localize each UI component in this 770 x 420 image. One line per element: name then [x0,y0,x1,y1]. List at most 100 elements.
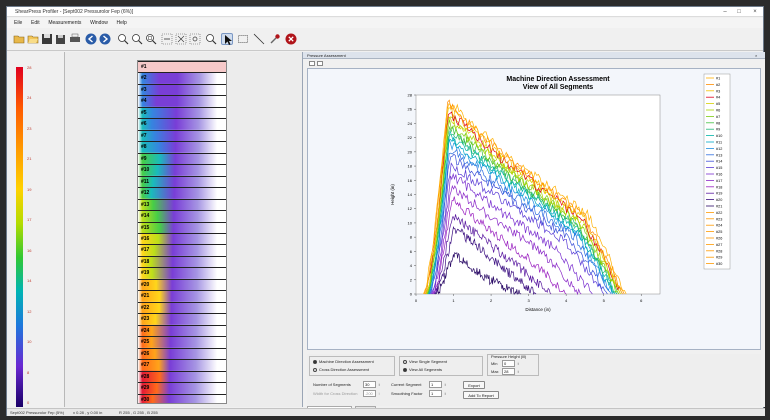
minimize-button[interactable]: – [723,9,727,15]
view-all-segments-radio[interactable]: View All Segments [403,367,442,372]
legend-label: #28 [716,249,722,253]
pressure-assessment-panel: Pressure Assessment × Machine Direction … [303,52,765,407]
segment-row[interactable]: #30 [138,393,226,403]
segment-row[interactable]: #5 [138,106,226,118]
zoom-in-icon[interactable] [117,33,129,45]
x-tick-label: 0 [415,298,418,303]
strip-segment-fill [138,233,226,245]
fit-all-icon[interactable] [175,33,187,45]
legend-label: #20 [716,198,722,202]
width-cross-input[interactable]: .200 [363,390,376,397]
legend-label: #13 [716,153,722,157]
machine-direction-radio[interactable]: Machine Direction Assessment [313,359,374,364]
strip-segment-fill [138,393,226,403]
segment-row[interactable]: #28 [138,370,226,382]
select-arrow-icon[interactable] [221,33,233,45]
segment-row[interactable]: #4 [138,95,226,106]
num-segments-spinner[interactable]: ↕ [378,382,380,387]
legend-label: #19 [716,192,722,196]
segment-row[interactable]: #26 [138,347,226,359]
panel-title: Pressure Assessment [307,53,346,58]
view-single-segment-radio[interactable]: View Single Segment [403,359,447,364]
menu-measurements[interactable]: Measurements [48,20,82,26]
back-icon[interactable] [85,33,97,45]
segment-row[interactable]: #14 [138,210,226,221]
segment-row[interactable]: #25 [138,336,226,347]
segment-row[interactable]: #2 [138,72,226,83]
maximize-button[interactable]: □ [737,9,741,15]
line-tool-icon[interactable] [253,33,265,45]
forward-icon[interactable] [99,33,111,45]
segment-row[interactable]: #18 [138,255,226,267]
segment-row[interactable]: #23 [138,313,226,324]
menu-window[interactable]: Window [90,20,108,26]
cross-direction-radio[interactable]: Cross Direction Assessment [313,367,369,372]
smoothing-factor-spinner[interactable]: ↕ [444,391,446,396]
current-segment-spinner[interactable]: ↕ [444,382,446,387]
segment-row[interactable]: #10 [138,164,226,175]
segment-row[interactable]: #19 [138,267,226,278]
strip-segment-fill [138,290,226,302]
segment-row[interactable]: #17 [138,244,226,255]
segment-row[interactable]: #20 [138,278,226,290]
segment-row[interactable]: #12 [138,187,226,198]
segment-row[interactable]: #7 [138,129,226,141]
open-icon[interactable] [27,33,39,45]
panel-copy-icon[interactable] [317,61,323,66]
segment-row[interactable]: #9 [138,152,226,164]
segment-row[interactable]: #15 [138,221,226,233]
strip-segment-fill [138,370,226,383]
segment-row[interactable]: #1 [138,61,226,73]
zoom-out-icon[interactable] [131,33,143,45]
zoom-window-icon[interactable] [145,33,157,45]
print-icon[interactable] [69,33,81,45]
segment-row[interactable]: #11 [138,175,226,187]
segment-label: #2 [141,75,147,82]
min-height-spinner[interactable]: ↕ [517,361,519,366]
segment-row[interactable]: #27 [138,359,226,370]
strip-segment-fill [138,359,226,371]
save-as-icon[interactable] [55,33,67,45]
zoom-magnifier-icon[interactable] [205,33,217,45]
segment-row[interactable]: #6 [138,118,226,129]
segment-row[interactable]: #24 [138,324,226,336]
segment-row[interactable]: #21 [138,290,226,301]
segment-row[interactable]: #3 [138,83,226,95]
max-height-input[interactable]: 28 [502,368,515,375]
menu-edit[interactable]: Edit [31,20,40,26]
panel-close-button[interactable]: × [755,53,758,58]
segment-row[interactable]: #13 [138,198,226,210]
segment-row[interactable]: #22 [138,301,226,313]
select-region-icon[interactable] [237,33,249,45]
segment-row[interactable]: #29 [138,382,226,393]
smoothing-factor-input[interactable]: 1 [429,390,442,397]
legend-label: #7 [716,115,720,119]
open-folder-icon[interactable] [13,33,25,45]
menu-file[interactable]: Eile [14,20,23,26]
stop-icon[interactable] [285,33,297,45]
zoom-pan-icon[interactable] [189,33,201,45]
color-scale-label: 21 [27,156,32,162]
segment-label: #18 [141,258,150,265]
add-to-report-button[interactable]: Add To Report [463,391,499,399]
close-window-button[interactable]: × [753,9,757,15]
panel-print-icon[interactable] [309,61,315,66]
min-height-input[interactable]: 0 [502,360,515,367]
current-segment-input[interactable]: 1 [429,381,442,388]
export-button[interactable]: Export [463,381,485,389]
legend-label: #10 [716,134,722,138]
segment-label: #15 [141,224,150,231]
width-cross-spinner[interactable]: ↕ [378,391,380,396]
segment-row[interactable]: #8 [138,141,226,152]
pressure-strip[interactable]: #1 #2 #3 #4 #5 #6 #7 #8 #9 #10 #11 #12 #13 #14 #15 #16 #… [137,60,227,404]
segment-label: #3 [141,86,147,93]
tools-icon[interactable] [269,33,281,45]
segment-label: #7 [141,132,147,139]
segment-row[interactable]: #16 [138,233,226,244]
menu-help[interactable]: Help [116,20,127,26]
save-icon[interactable] [41,33,53,45]
fit-width-icon[interactable] [161,33,173,45]
num-segments-input[interactable]: 30 [363,381,376,388]
max-height-spinner[interactable]: ↕ [517,369,519,374]
